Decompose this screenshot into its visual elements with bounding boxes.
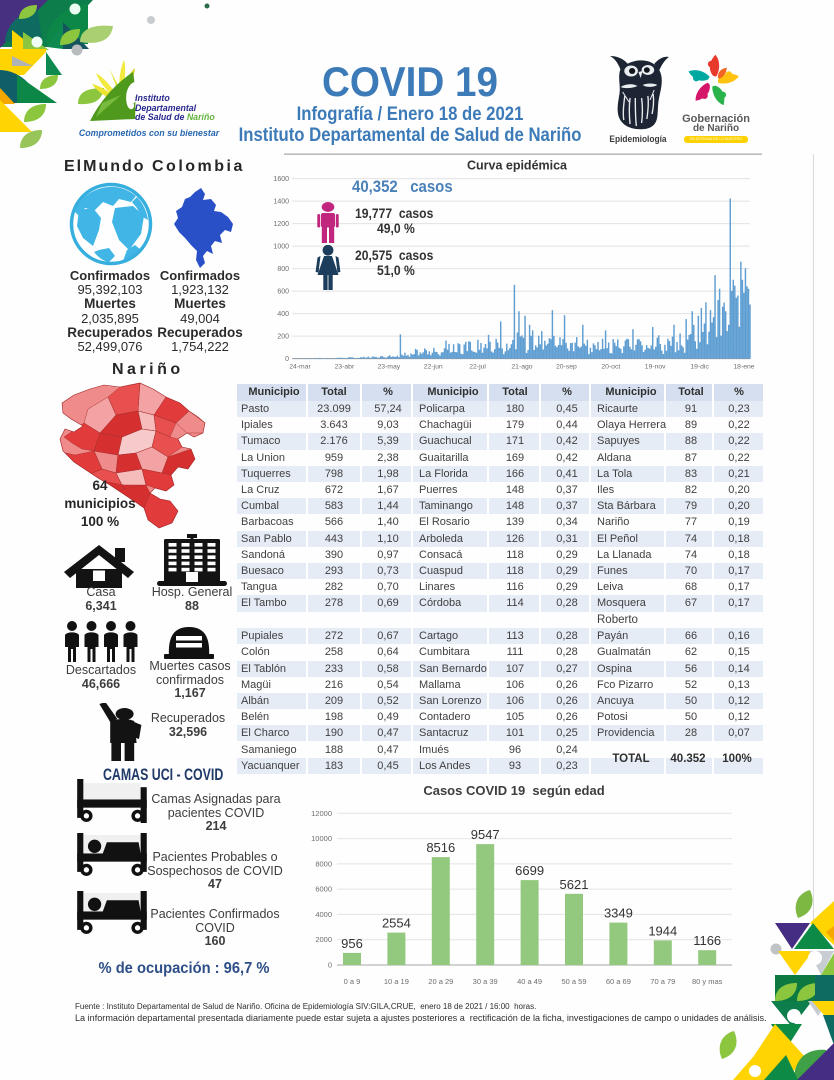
svg-text:24-mar: 24-mar [289, 364, 311, 371]
svg-text:70 a 79: 70 a 79 [650, 977, 675, 986]
svg-text:22-jul: 22-jul [469, 364, 486, 371]
svg-text:1944: 1944 [648, 923, 677, 938]
svg-text:21-ago: 21-ago [511, 364, 532, 371]
svg-text:200: 200 [277, 334, 289, 341]
svg-text:9547: 9547 [471, 827, 500, 842]
svg-text:Curva epidémica: Curva epidémica [467, 159, 568, 173]
svg-text:30 a 39: 30 a 39 [473, 977, 498, 986]
svg-text:3349: 3349 [604, 906, 633, 921]
svg-text:19-nov: 19-nov [645, 364, 666, 371]
svg-text:Casos COVID 19 según edad: Casos COVID 19 según edad [423, 783, 604, 798]
svg-text:0: 0 [328, 961, 332, 970]
svg-text:10000: 10000 [311, 834, 332, 843]
svg-text:1166: 1166 [693, 933, 721, 948]
svg-text:8000: 8000 [315, 859, 332, 868]
svg-text:40 a 49: 40 a 49 [517, 977, 542, 986]
svg-text:1600: 1600 [273, 176, 289, 183]
svg-text:400: 400 [277, 311, 289, 318]
svg-text:20-oct: 20-oct [601, 364, 620, 371]
svg-text:23-abr: 23-abr [335, 364, 355, 371]
svg-text:23-may: 23-may [377, 364, 400, 371]
svg-text:20 a 29: 20 a 29 [428, 977, 453, 986]
svg-text:6000: 6000 [315, 885, 332, 894]
svg-text:4000: 4000 [315, 910, 332, 919]
svg-text:800: 800 [277, 266, 289, 273]
svg-text:12000: 12000 [311, 809, 332, 818]
svg-text:1000: 1000 [273, 244, 289, 251]
svg-text:956: 956 [341, 936, 363, 951]
svg-text:19-dic: 19-dic [690, 364, 709, 371]
svg-text:60 a 69: 60 a 69 [606, 977, 631, 986]
svg-text:8516: 8516 [426, 840, 455, 855]
svg-text:10 a 19: 10 a 19 [384, 977, 409, 986]
svg-text:2554: 2554 [382, 916, 411, 931]
svg-text:18-ene: 18-ene [733, 364, 754, 371]
svg-text:0 a 9: 0 a 9 [344, 977, 361, 986]
svg-text:22-jun: 22-jun [424, 364, 443, 371]
svg-text:20-sep: 20-sep [556, 364, 577, 371]
svg-text:50 a 59: 50 a 59 [561, 977, 586, 986]
svg-text:1200: 1200 [273, 221, 289, 228]
svg-text:1400: 1400 [273, 199, 289, 206]
svg-text:80 y mas: 80 y mas [692, 977, 723, 986]
svg-text:6699: 6699 [515, 863, 544, 878]
svg-text:0: 0 [285, 356, 289, 363]
svg-text:600: 600 [277, 289, 289, 296]
svg-text:5621: 5621 [560, 877, 589, 892]
svg-text:2000: 2000 [315, 935, 332, 944]
